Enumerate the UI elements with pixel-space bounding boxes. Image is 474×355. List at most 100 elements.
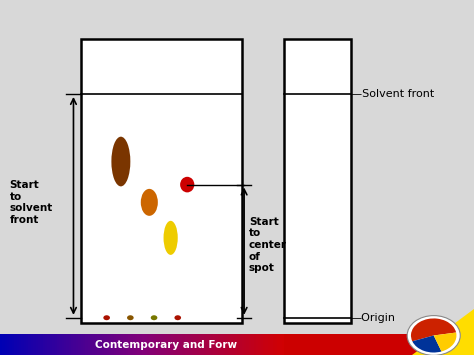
Ellipse shape [127, 315, 134, 320]
Bar [199, 334, 202, 355]
Bar [14, 334, 17, 355]
Bar [102, 334, 105, 355]
Bar [147, 334, 150, 355]
Bar [254, 334, 256, 355]
Bar [282, 334, 285, 355]
Bar [187, 334, 190, 355]
Bar [76, 334, 79, 355]
Bar [206, 334, 209, 355]
Bar [26, 334, 29, 355]
Ellipse shape [141, 189, 158, 216]
Bar [239, 334, 242, 355]
Bar [246, 334, 249, 355]
Bar [12, 334, 15, 355]
Bar [154, 334, 157, 355]
Bar [107, 334, 109, 355]
Bar [190, 334, 192, 355]
Bar [213, 334, 216, 355]
Bar [242, 334, 245, 355]
Bar [104, 334, 107, 355]
Bar [197, 334, 200, 355]
Bar [116, 334, 119, 355]
Bar [126, 334, 128, 355]
Bar [256, 334, 259, 355]
Bar [284, 334, 474, 355]
Bar [280, 334, 283, 355]
Bar [66, 334, 69, 355]
Bar [273, 334, 275, 355]
Bar [121, 334, 124, 355]
Ellipse shape [164, 221, 178, 255]
Bar [62, 334, 64, 355]
Bar [268, 334, 271, 355]
Text: Start
to
solvent
front: Start to solvent front [9, 180, 53, 225]
Bar [137, 334, 140, 355]
Bar [235, 334, 237, 355]
Bar [156, 334, 159, 355]
Bar [55, 334, 57, 355]
Bar [83, 334, 86, 355]
Bar [182, 334, 185, 355]
Bar [36, 334, 38, 355]
Bar [249, 334, 252, 355]
Bar [185, 334, 188, 355]
Bar [223, 334, 226, 355]
Bar [118, 334, 121, 355]
Bar [85, 334, 88, 355]
Bar [38, 334, 41, 355]
Bar [192, 334, 195, 355]
Bar [33, 334, 36, 355]
Bar [133, 334, 136, 355]
Text: —Origin: —Origin [351, 313, 396, 323]
Bar [31, 334, 34, 355]
Wedge shape [434, 333, 456, 351]
Wedge shape [411, 318, 456, 341]
Bar [180, 334, 183, 355]
Bar [277, 334, 280, 355]
Bar [178, 334, 181, 355]
Bar [123, 334, 126, 355]
Bar [92, 334, 95, 355]
Bar [244, 334, 247, 355]
Bar [218, 334, 221, 355]
Bar [152, 334, 155, 355]
Bar [201, 334, 204, 355]
Bar [81, 39, 242, 323]
Bar [209, 334, 211, 355]
Ellipse shape [180, 177, 194, 192]
Bar [114, 334, 117, 355]
Bar [59, 334, 62, 355]
Bar [52, 334, 55, 355]
Bar [40, 334, 43, 355]
Bar [140, 334, 143, 355]
Bar [135, 334, 138, 355]
Bar [232, 334, 235, 355]
Bar [73, 334, 76, 355]
Text: —Solvent front: —Solvent front [351, 89, 434, 99]
Bar [109, 334, 112, 355]
Bar [228, 334, 230, 355]
Bar [69, 334, 72, 355]
Circle shape [407, 316, 460, 355]
Bar [261, 334, 264, 355]
Bar [64, 334, 67, 355]
Bar [78, 334, 81, 355]
Bar [275, 334, 278, 355]
Bar [130, 334, 133, 355]
Text: Start
to
center
of
spot: Start to center of spot [249, 217, 287, 273]
Bar [166, 334, 169, 355]
Bar [17, 334, 19, 355]
Bar [47, 334, 50, 355]
Ellipse shape [174, 315, 181, 320]
Bar [171, 334, 173, 355]
Bar [90, 334, 93, 355]
Bar [204, 334, 207, 355]
Bar [100, 334, 102, 355]
Polygon shape [412, 309, 474, 355]
Bar [263, 334, 266, 355]
Bar [128, 334, 131, 355]
Bar [21, 334, 24, 355]
Bar [5, 334, 8, 355]
Bar [258, 334, 261, 355]
Bar [95, 334, 98, 355]
